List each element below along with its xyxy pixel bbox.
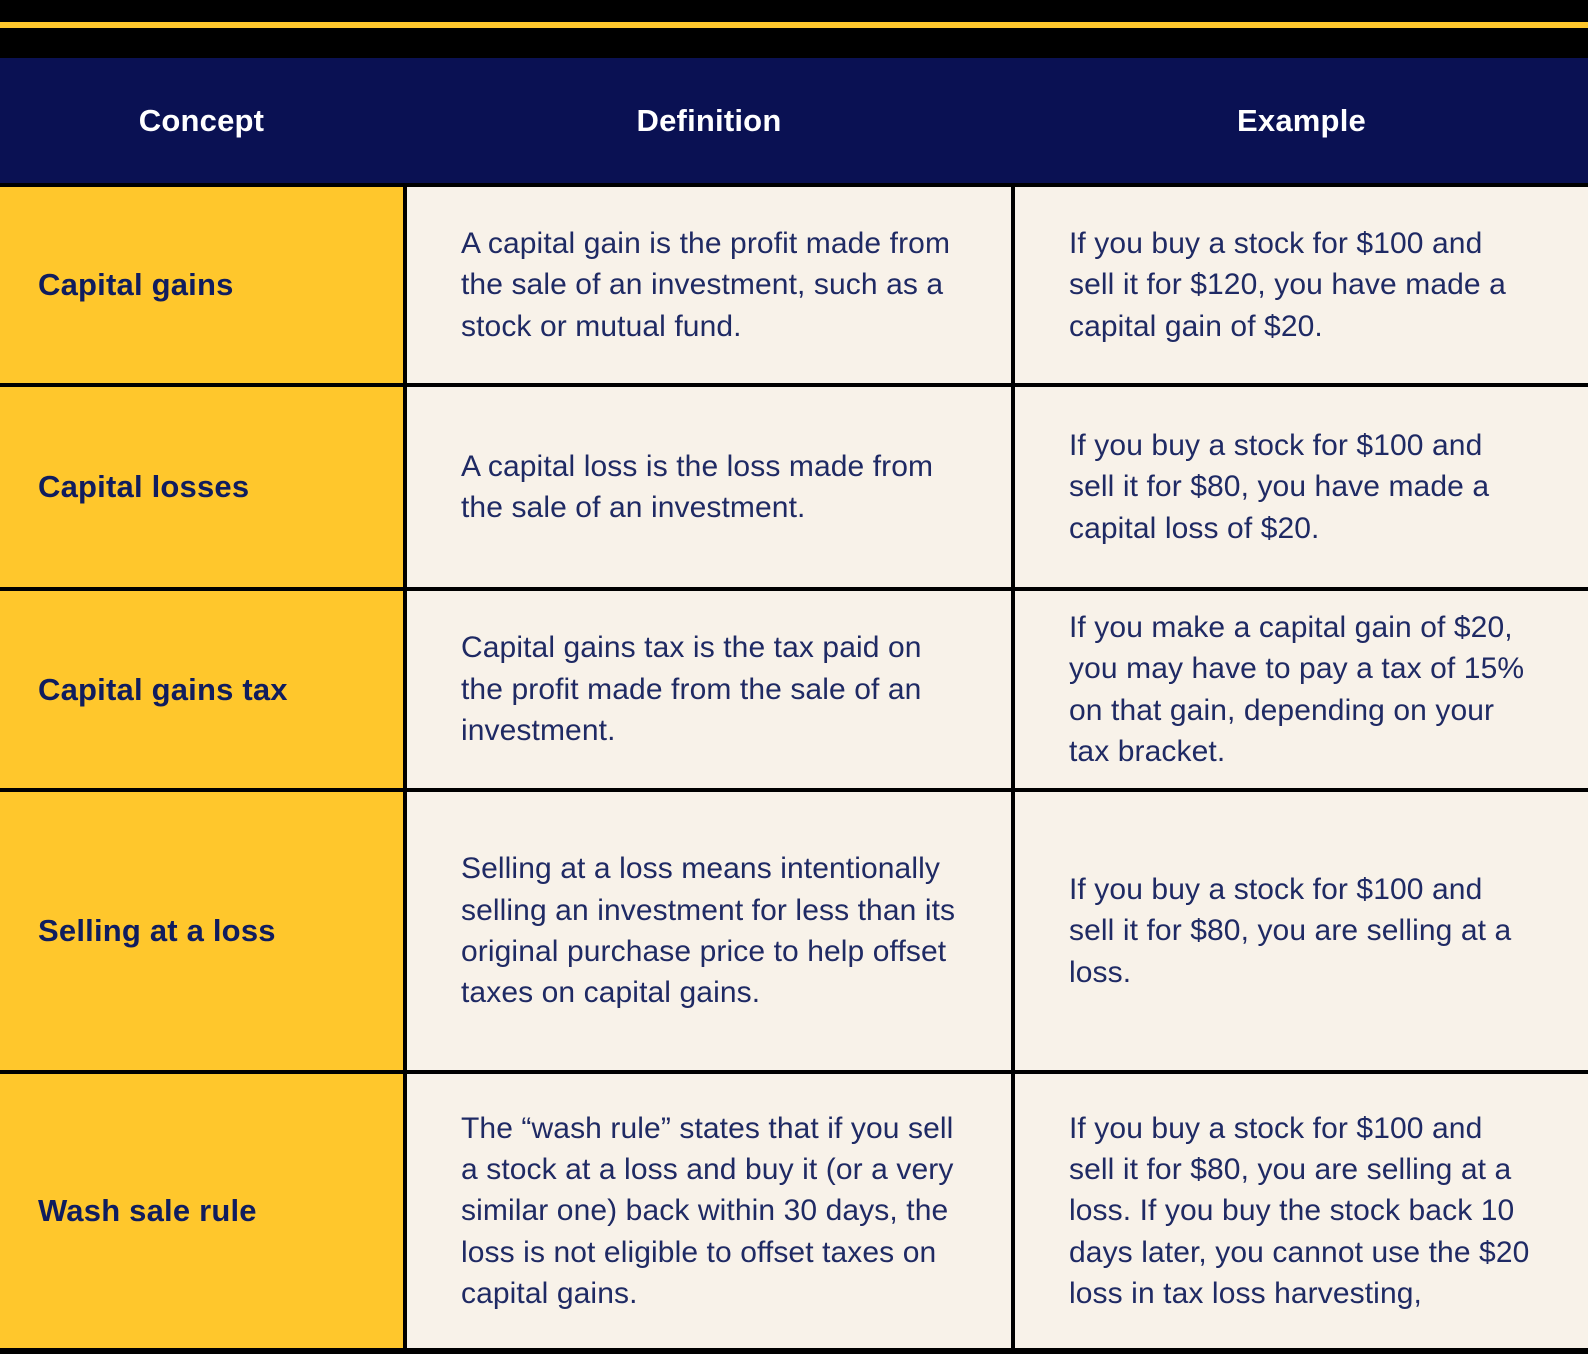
definition-cell: A capital gain is the profit made from t… xyxy=(407,187,1011,383)
example-text: If you buy a stock for $100 and sell it … xyxy=(1069,872,1512,989)
table-row: Wash sale rule The “wash rule” states th… xyxy=(0,1074,1588,1348)
top-black-bar xyxy=(0,0,1588,22)
concept-cell-selling-at-a-loss: Selling at a loss xyxy=(0,792,403,1070)
definition-cell: Capital gains tax is the tax paid on the… xyxy=(407,591,1011,788)
example-cell: If you make a capital gain of $20, you m… xyxy=(1015,591,1588,788)
example-text: If you buy a stock for $100 and sell it … xyxy=(1069,428,1490,545)
table-row: Capital losses A capital loss is the los… xyxy=(0,387,1588,587)
example-cell: If you buy a stock for $100 and sell it … xyxy=(1015,187,1588,383)
definition-text: A capital gain is the profit made from t… xyxy=(461,226,951,343)
table-header-row: Concept Definition Example xyxy=(0,58,1588,183)
definition-text: Capital gains tax is the tax paid on the… xyxy=(461,631,922,748)
example-text: If you make a capital gain of $20, you m… xyxy=(1069,610,1525,768)
concept-label: Capital losses xyxy=(38,469,250,504)
concept-label: Wash sale rule xyxy=(38,1193,257,1228)
concept-label: Capital gains tax xyxy=(38,671,288,707)
column-header-concept: Concept xyxy=(138,102,265,138)
concept-cell-capital-losses: Capital losses xyxy=(0,387,403,587)
bottom-black-bar xyxy=(0,1348,1588,1354)
table-row: Capital gains tax Capital gains tax is t… xyxy=(0,591,1588,788)
definition-cell: The “wash rule” states that if you sell … xyxy=(407,1074,1011,1348)
example-text: If you buy a stock for $100 and sell it … xyxy=(1069,226,1506,343)
column-header-example: Example xyxy=(1237,102,1366,138)
definition-text: The “wash rule” states that if you sell … xyxy=(461,1111,954,1311)
second-black-bar xyxy=(0,28,1588,58)
concept-label: Capital gains xyxy=(38,267,234,302)
table-body: Capital gains A capital gain is the prof… xyxy=(0,183,1588,1348)
definition-text: Selling at a loss means intentionally se… xyxy=(461,852,956,1010)
concept-cell-capital-gains: Capital gains xyxy=(0,187,403,383)
definition-cell: Selling at a loss means intentionally se… xyxy=(407,792,1011,1070)
table-row: Selling at a loss Selling at a loss mean… xyxy=(0,792,1588,1070)
concept-label: Selling at a loss xyxy=(38,913,276,948)
concept-cell-capital-gains-tax: Capital gains tax xyxy=(0,591,403,788)
column-header-definition: Definition xyxy=(636,102,782,138)
example-text: If you buy a stock for $100 and sell it … xyxy=(1069,1111,1530,1311)
example-cell: If you buy a stock for $100 and sell it … xyxy=(1015,387,1588,587)
yellow-accent-stripe xyxy=(0,22,1588,28)
definition-text: A capital loss is the loss made from the… xyxy=(461,449,934,524)
concept-cell-wash-sale-rule: Wash sale rule xyxy=(0,1074,403,1348)
example-cell: If you buy a stock for $100 and sell it … xyxy=(1015,792,1588,1070)
definition-cell: A capital loss is the loss made from the… xyxy=(407,387,1011,587)
example-cell: If you buy a stock for $100 and sell it … xyxy=(1015,1074,1588,1348)
table-row: Capital gains A capital gain is the prof… xyxy=(0,187,1588,383)
